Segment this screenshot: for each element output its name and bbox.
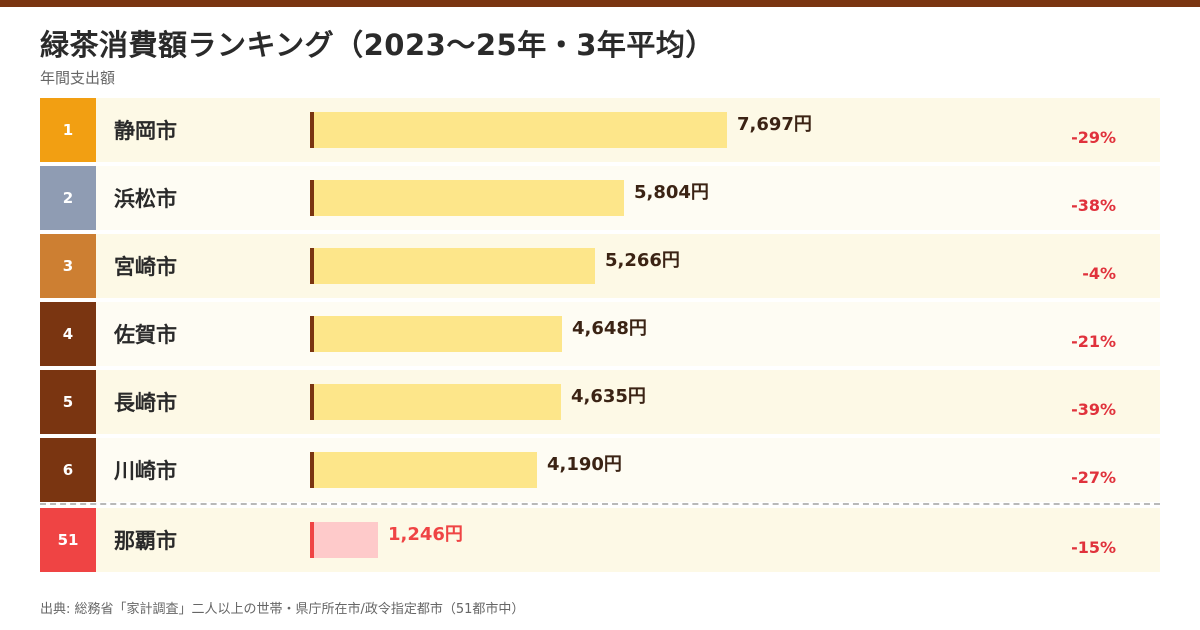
value-bar [310,112,727,148]
bar-edge-marker [310,452,314,488]
value-bar [310,248,595,284]
change-label: -38% [1071,196,1116,215]
value-bar [310,522,378,558]
value-bar [310,384,561,420]
value-bar [310,316,562,352]
bar-edge-marker [310,180,314,216]
bar-edge-marker [310,112,314,148]
change-label: -21% [1071,332,1116,351]
value-label: 7,697円 [737,114,812,135]
value-bar [310,180,624,216]
chart-subtitle: 年間支出額 [40,69,116,87]
change-label: -4% [1082,264,1116,283]
value-label: 5,804円 [634,182,709,203]
ranking-row: 1 静岡市 7,697円 -29% [40,98,1160,162]
change-label: -15% [1071,538,1116,557]
city-label: 那覇市 [114,529,177,553]
ranking-row: 6 川崎市 4,190円 -27% [40,438,1160,502]
chart-title: 緑茶消費額ランキング（2023〜25年・3年平均） [40,28,715,62]
ranking-row: 51 那覇市 1,246円 -15% [40,508,1160,572]
rank-badge: 5 [40,370,96,434]
value-label: 4,635円 [571,386,646,407]
bar-edge-marker [310,316,314,352]
rank-badge: 4 [40,302,96,366]
rank-badge: 1 [40,98,96,162]
ranking-row: 5 長崎市 4,635円 -39% [40,370,1160,434]
bar-edge-marker [310,522,314,558]
city-label: 静岡市 [114,119,177,143]
change-label: -27% [1071,468,1116,487]
rank-badge: 6 [40,438,96,502]
change-label: -29% [1071,128,1116,147]
value-label: 5,266円 [605,250,680,271]
value-bar [310,452,537,488]
value-label: 1,246円 [388,524,463,545]
change-label: -39% [1071,400,1116,419]
bar-edge-marker [310,248,314,284]
city-label: 川崎市 [114,459,177,483]
source-note: 出典: 総務省「家計調査」二人以上の世帯・県庁所在市/政令指定都市（51都市中） [40,602,525,617]
ranking-row: 2 浜松市 5,804円 -38% [40,166,1160,230]
ranking-row: 3 宮崎市 5,266円 -4% [40,234,1160,298]
city-label: 長崎市 [114,391,177,415]
ranking-row: 4 佐賀市 4,648円 -21% [40,302,1160,366]
city-label: 宮崎市 [114,255,177,279]
value-label: 4,190円 [547,454,622,475]
bar-edge-marker [310,384,314,420]
city-label: 佐賀市 [114,323,177,347]
rank-gap-divider [40,503,1160,505]
value-label: 4,648円 [572,318,647,339]
rank-badge: 2 [40,166,96,230]
rank-badge: 3 [40,234,96,298]
city-label: 浜松市 [114,187,177,211]
rank-badge: 51 [40,508,96,572]
top-accent-bar [0,0,1200,7]
